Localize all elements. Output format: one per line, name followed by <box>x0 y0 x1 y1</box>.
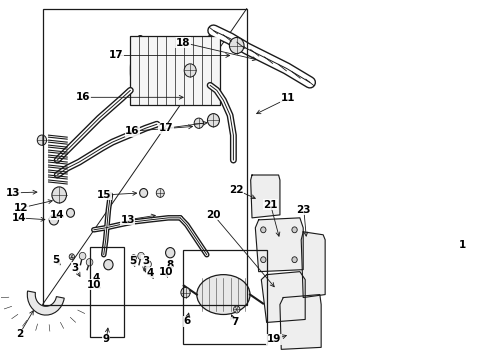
Ellipse shape <box>200 36 220 105</box>
Circle shape <box>260 257 265 263</box>
Circle shape <box>207 114 219 127</box>
Text: 20: 20 <box>206 210 220 220</box>
Circle shape <box>37 135 46 145</box>
Bar <box>130 36 220 105</box>
Text: 3: 3 <box>71 263 79 273</box>
Circle shape <box>233 306 240 313</box>
Circle shape <box>156 189 164 197</box>
Text: 11: 11 <box>280 93 295 103</box>
Polygon shape <box>250 175 279 218</box>
Text: 7: 7 <box>230 318 238 328</box>
Text: 15: 15 <box>97 190 111 200</box>
Circle shape <box>181 287 190 298</box>
Circle shape <box>69 254 74 260</box>
Text: 9: 9 <box>102 334 110 345</box>
Text: 19: 19 <box>266 334 281 345</box>
Circle shape <box>229 37 244 54</box>
Text: 6: 6 <box>183 316 190 327</box>
Text: 16: 16 <box>125 126 139 136</box>
Text: 8: 8 <box>166 260 174 270</box>
Text: 17: 17 <box>159 123 173 133</box>
Text: 3: 3 <box>142 256 149 266</box>
Text: 12: 12 <box>14 203 28 213</box>
Circle shape <box>66 208 74 217</box>
Polygon shape <box>301 232 325 298</box>
Text: 10: 10 <box>86 280 101 289</box>
Text: 2: 2 <box>16 329 23 339</box>
Text: 5: 5 <box>128 256 136 266</box>
Text: 5: 5 <box>52 255 60 265</box>
Text: 10: 10 <box>158 267 172 276</box>
Polygon shape <box>261 272 305 323</box>
Circle shape <box>103 260 113 270</box>
Wedge shape <box>27 291 64 315</box>
Circle shape <box>79 252 86 260</box>
Circle shape <box>165 248 175 258</box>
Circle shape <box>184 64 196 77</box>
Circle shape <box>131 255 136 261</box>
Circle shape <box>194 118 203 129</box>
Circle shape <box>291 227 297 233</box>
Text: 4: 4 <box>92 273 99 283</box>
Circle shape <box>52 187 66 203</box>
Text: 14: 14 <box>50 210 64 220</box>
Text: 14: 14 <box>11 213 26 223</box>
Text: 18: 18 <box>175 37 190 48</box>
Ellipse shape <box>130 36 150 105</box>
Text: 16: 16 <box>76 92 90 102</box>
Circle shape <box>260 227 265 233</box>
Circle shape <box>140 189 147 197</box>
Ellipse shape <box>197 275 249 315</box>
Text: 4: 4 <box>146 267 154 278</box>
Text: 17: 17 <box>109 50 123 60</box>
Text: 23: 23 <box>296 205 310 215</box>
Polygon shape <box>279 294 321 349</box>
Circle shape <box>138 252 144 260</box>
Text: 13: 13 <box>6 188 20 198</box>
Text: 21: 21 <box>263 200 277 210</box>
Circle shape <box>144 261 151 268</box>
Circle shape <box>49 215 59 225</box>
Circle shape <box>86 258 93 266</box>
Text: 1: 1 <box>458 240 465 250</box>
Text: 13: 13 <box>120 215 135 225</box>
Text: 22: 22 <box>229 185 244 195</box>
Polygon shape <box>255 218 303 272</box>
Circle shape <box>291 257 297 263</box>
